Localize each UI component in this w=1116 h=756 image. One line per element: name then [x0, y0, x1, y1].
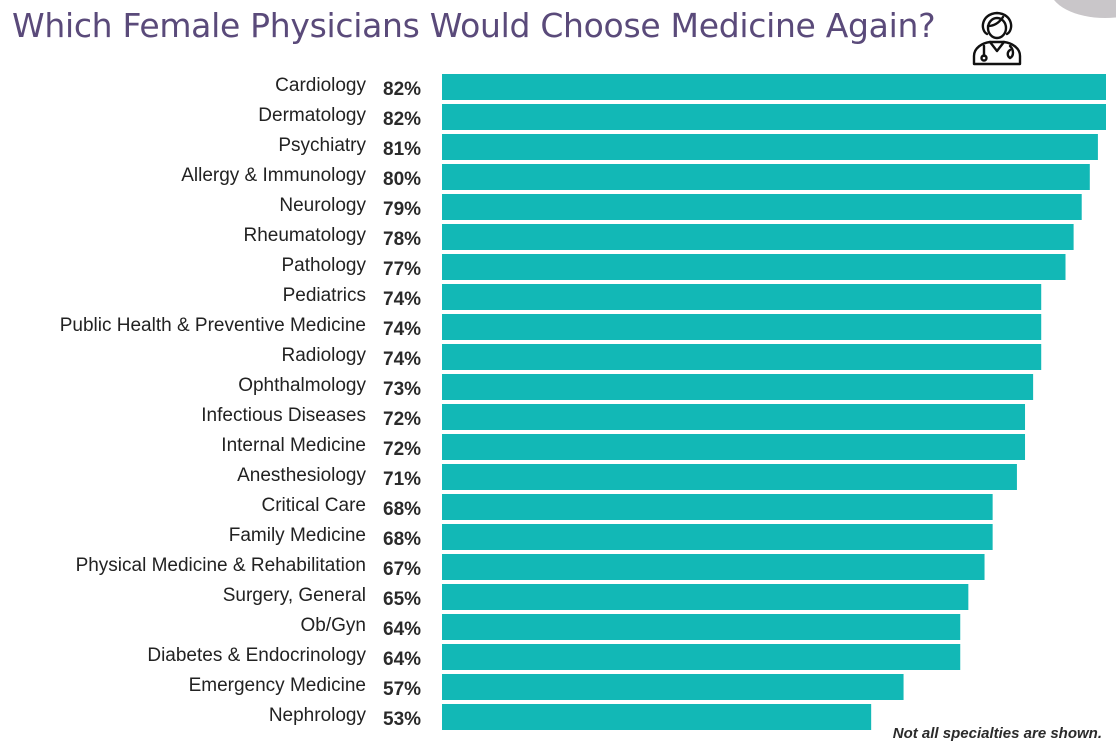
value-label: 71%: [383, 469, 421, 490]
bar: [442, 434, 1026, 460]
category-label: Infectious Diseases: [201, 405, 366, 426]
category-label: Psychiatry: [278, 135, 366, 156]
footnote: Not all specialties are shown.: [892, 725, 1102, 742]
bar: [442, 314, 1042, 340]
bar: [442, 614, 961, 640]
category-label: Anesthesiology: [237, 465, 366, 486]
value-label: 72%: [383, 409, 421, 430]
category-label: Nephrology: [269, 705, 367, 726]
value-label: 57%: [383, 679, 421, 700]
value-label: 73%: [383, 379, 421, 400]
category-label: Cardiology: [275, 75, 366, 96]
bar: [442, 554, 985, 580]
chart-title: Which Female Physicians Would Choose Med…: [12, 6, 936, 45]
bar: [442, 524, 993, 550]
bar: [442, 284, 1042, 310]
category-label: Ophthalmology: [238, 375, 366, 396]
category-label: Public Health & Preventive Medicine: [60, 315, 366, 336]
value-label: 74%: [383, 319, 421, 340]
bar: [442, 584, 969, 610]
value-label: 74%: [383, 289, 421, 310]
value-label: 74%: [383, 349, 421, 370]
bar: [442, 164, 1090, 190]
value-label: 64%: [383, 619, 421, 640]
value-label: 67%: [383, 559, 421, 580]
bar: [442, 404, 1026, 430]
bar: [442, 104, 1106, 130]
category-label: Diabetes & Endocrinology: [147, 645, 366, 666]
value-label: 64%: [383, 649, 421, 670]
bar: [442, 704, 872, 730]
bar: [442, 644, 961, 670]
value-label: 82%: [383, 79, 421, 100]
bar: [442, 224, 1074, 250]
value-label: 82%: [383, 109, 421, 130]
category-label: Ob/Gyn: [301, 615, 366, 636]
category-label: Surgery, General: [223, 585, 366, 606]
female-physician-icon: [972, 11, 1022, 66]
value-label: 68%: [383, 499, 421, 520]
bar: [442, 374, 1034, 400]
value-label: 72%: [383, 439, 421, 460]
value-label: 77%: [383, 259, 421, 280]
value-label: 65%: [383, 589, 421, 610]
category-label: Critical Care: [261, 495, 366, 516]
category-label: Dermatology: [258, 105, 366, 126]
category-label: Internal Medicine: [221, 435, 366, 456]
bar: [442, 134, 1098, 160]
category-label: Radiology: [282, 345, 367, 366]
value-label: 81%: [383, 139, 421, 160]
bar: [442, 74, 1106, 100]
bar: [442, 194, 1082, 220]
category-label: Emergency Medicine: [189, 675, 366, 696]
value-label: 78%: [383, 229, 421, 250]
category-label: Neurology: [279, 195, 366, 216]
bar: [442, 674, 904, 700]
value-label: 80%: [383, 169, 421, 190]
category-label: Rheumatology: [243, 225, 366, 246]
bar: [442, 494, 993, 520]
category-label: Allergy & Immunology: [181, 165, 366, 186]
bar: [442, 344, 1042, 370]
bar: [442, 254, 1066, 280]
value-label: 79%: [383, 199, 421, 220]
value-label: 68%: [383, 529, 421, 550]
category-label: Family Medicine: [229, 525, 366, 546]
bar: [442, 464, 1017, 490]
value-label: 53%: [383, 709, 421, 730]
category-label: Pediatrics: [283, 285, 366, 306]
category-label: Physical Medicine & Rehabilitation: [76, 555, 366, 576]
category-label: Pathology: [281, 255, 366, 276]
